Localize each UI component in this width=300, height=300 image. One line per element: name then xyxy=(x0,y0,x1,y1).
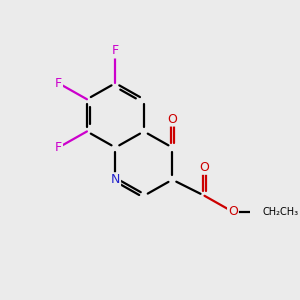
Text: O: O xyxy=(228,206,238,218)
Text: O: O xyxy=(200,161,209,174)
Text: F: F xyxy=(55,141,62,154)
Text: CH₂CH₃: CH₂CH₃ xyxy=(263,207,299,217)
Text: N: N xyxy=(111,173,120,186)
Text: F: F xyxy=(55,77,62,90)
Text: O: O xyxy=(167,112,177,126)
Text: F: F xyxy=(112,44,119,58)
